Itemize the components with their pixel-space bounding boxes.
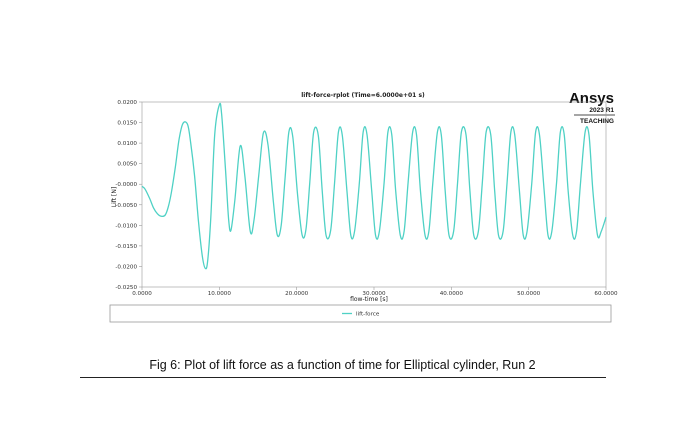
x-tick-label: 40.0000: [440, 291, 464, 297]
y-tick-label: 0.0050: [117, 162, 137, 168]
x-tick-label: 50.0000: [517, 291, 541, 297]
x-tick-label: 10.0000: [208, 291, 232, 297]
x-tick-label: 20.0000: [285, 291, 309, 297]
y-tick-label: 0.0100: [117, 141, 137, 147]
y-tick-label: 0.0200: [117, 100, 137, 106]
x-tick-label: 30.0000: [362, 291, 386, 297]
y-tick-label: -0.0050: [115, 203, 137, 209]
brand-version: 2023 R1: [589, 107, 614, 114]
brand-edition: TEACHING: [580, 118, 614, 125]
y-tick-label: -0.0200: [115, 264, 137, 270]
y-tick-label: -0.0250: [115, 285, 137, 291]
x-axis-title: flow-time [s]: [350, 296, 388, 303]
y-tick-label: -0.0150: [115, 244, 137, 250]
legend-item-lift-force: lift-force: [342, 312, 380, 318]
legend-label: lift-force: [356, 312, 380, 318]
y-tick-label: -0.0000: [115, 182, 137, 188]
brand-name: Ansys: [569, 90, 614, 107]
legend-box: [109, 304, 612, 323]
y-axis: 0.0200 0.0150 0.0100 0.0050 -0.0000 -0.0050 -0…: [115, 100, 142, 291]
figure-caption: Fig 6: Plot of lift force as a function …: [149, 358, 536, 372]
x-axis: 0.0000 10.0000 20.0000 30.0000 40.0000 50.000…: [132, 287, 618, 297]
y-axis-title: Lift [N]: [111, 187, 118, 207]
series-line-lift-force: [141, 102, 607, 270]
ansys-logo: Ansys 2023 R1 TEACHING: [569, 90, 615, 125]
plot-title: lift-force-rplot (Time=6.0000e+01 s): [301, 92, 425, 99]
x-tick-label: 60.0000: [594, 291, 618, 297]
x-tick-label: 0.0000: [132, 291, 152, 297]
y-tick-label: -0.0100: [115, 223, 137, 229]
caption-divider: [80, 377, 606, 378]
y-tick-label: 0.0150: [117, 121, 137, 127]
